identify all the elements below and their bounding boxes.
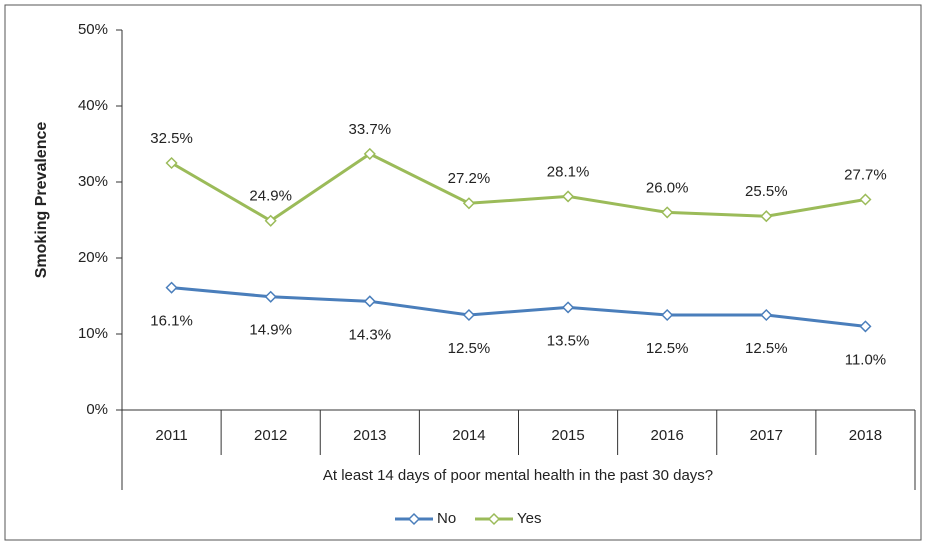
y-tick-label: 50% (78, 21, 108, 38)
x-tick-label: 2015 (551, 427, 584, 444)
legend-label: No (437, 510, 456, 527)
data-label: 16.1% (150, 313, 193, 330)
point-marker (760, 308, 773, 322)
y-tick-label: 0% (86, 401, 108, 418)
legend-marker (407, 512, 421, 526)
x-tick-label: 2018 (849, 427, 882, 444)
x-axis-title: At least 14 days of poor mental health i… (323, 467, 713, 484)
data-label: 32.5% (150, 130, 193, 147)
data-label: 27.7% (844, 166, 887, 183)
point-marker (661, 308, 674, 322)
point-marker (363, 147, 376, 160)
point-marker (859, 193, 872, 206)
point-marker (562, 190, 575, 203)
point-marker (165, 156, 178, 170)
y-tick-label: 30% (78, 173, 108, 190)
x-tick-label: 2016 (651, 427, 684, 444)
y-axis-title: Smoking Prevalence (33, 122, 50, 279)
point-marker (661, 206, 674, 219)
data-label: 12.5% (448, 340, 491, 357)
y-tick-label: 40% (78, 97, 108, 114)
y-tick-label: 20% (78, 249, 108, 266)
data-label: 27.2% (448, 170, 491, 187)
point-marker (462, 197, 475, 210)
point-marker (859, 320, 872, 333)
data-label: 12.5% (745, 340, 788, 357)
x-tick-label: 2011 (155, 427, 187, 444)
point-marker (760, 210, 773, 223)
point-marker (264, 290, 277, 303)
data-label: 26.0% (646, 179, 689, 196)
series-line (170, 152, 866, 223)
data-label: 13.5% (547, 332, 590, 349)
chart-frame (4, 4, 922, 541)
data-label: 14.9% (249, 322, 292, 339)
x-tick-label: 2017 (750, 427, 783, 444)
data-label: 28.1% (547, 163, 590, 180)
data-label: 14.3% (349, 326, 392, 343)
point-marker (264, 214, 277, 227)
data-label: 33.7% (349, 121, 392, 138)
x-tick-label: 2012 (254, 427, 287, 444)
data-label: 25.5% (745, 183, 788, 200)
y-tick-label: 10% (78, 325, 108, 342)
legend-label: Yes (517, 510, 541, 527)
x-tick-label: 2013 (353, 427, 386, 444)
data-label: 12.5% (646, 340, 689, 357)
data-label: 24.9% (249, 188, 292, 205)
x-tick-label: 2014 (452, 427, 485, 444)
point-marker (363, 295, 376, 308)
point-marker (462, 308, 475, 322)
point-marker (165, 281, 178, 294)
point-marker (562, 301, 575, 314)
data-label: 11.0% (845, 351, 886, 368)
legend-marker (487, 512, 501, 526)
series-line (171, 286, 866, 328)
